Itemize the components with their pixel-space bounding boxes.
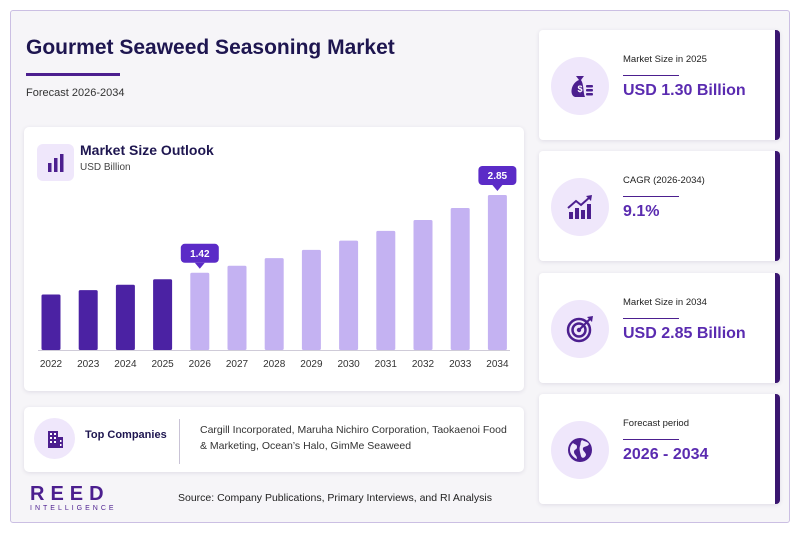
growth-chart-icon bbox=[551, 178, 609, 236]
x-tick-2024: 2024 bbox=[114, 359, 137, 370]
stat-divider bbox=[623, 318, 679, 319]
svg-text:1.42: 1.42 bbox=[190, 249, 210, 260]
logo-wordmark: REED bbox=[30, 483, 110, 505]
chart-panel: 2022 2023 2024 2025 2026 2027 2028 2029 2030 2031… bbox=[24, 127, 524, 391]
stat-divider bbox=[623, 439, 679, 440]
stat-label: Market Size in 2025 bbox=[623, 54, 707, 65]
x-tick-2026: 2026 bbox=[189, 359, 212, 370]
x-tick-2030: 2030 bbox=[337, 359, 360, 370]
stat-value: USD 1.30 Billion bbox=[623, 82, 746, 99]
page-title: Gourmet Seaweed Seasoning Market bbox=[26, 36, 395, 59]
bar-2027 bbox=[227, 265, 247, 350]
stat-card-cagr: CAGR (2026-2034) 9.1% bbox=[539, 151, 780, 261]
stat-value: 2026 - 2034 bbox=[623, 446, 709, 463]
svg-text:$: $ bbox=[578, 84, 583, 94]
page-subtitle: Forecast 2026-2034 bbox=[26, 87, 125, 99]
title-underline bbox=[26, 73, 120, 76]
target-icon bbox=[551, 300, 609, 358]
globe-icon bbox=[551, 421, 609, 479]
stat-label: Forecast period bbox=[623, 418, 690, 429]
companies-panel: Top Companies Cargill Incorporated, Maru… bbox=[24, 407, 524, 472]
x-tick-2025: 2025 bbox=[151, 359, 174, 370]
companies-list: Cargill Incorporated, Maruha Nichiro Cor… bbox=[200, 424, 507, 452]
x-tick-2027: 2027 bbox=[226, 359, 249, 370]
bar-2024 bbox=[115, 284, 135, 350]
x-tick-2022: 2022 bbox=[40, 359, 63, 370]
bar-2022 bbox=[41, 294, 61, 350]
source-note: Source: Company Publications, Primary In… bbox=[178, 492, 492, 504]
callout-2026: 1.42 bbox=[180, 243, 219, 269]
stat-card-forecast-period: Forecast period 2026 - 2034 bbox=[539, 394, 780, 504]
stat-divider bbox=[623, 196, 679, 197]
stat-divider bbox=[623, 75, 679, 76]
bar-2025 bbox=[153, 279, 173, 350]
bar-2031 bbox=[376, 230, 396, 350]
bar-2033 bbox=[450, 208, 470, 350]
bar-2034 bbox=[487, 195, 507, 350]
x-tick-2028: 2028 bbox=[263, 359, 286, 370]
stat-label: Market Size in 2034 bbox=[623, 297, 707, 308]
chart-title: Market Size Outlook bbox=[80, 142, 214, 158]
stat-card-market-2025: $ Market Size in 2025 USD 1.30 Billion bbox=[539, 30, 780, 140]
callout-2034: 2.85 bbox=[478, 166, 517, 191]
bar-2030 bbox=[339, 240, 359, 350]
stat-label: CAGR (2026-2034) bbox=[623, 175, 705, 186]
bar-2032 bbox=[413, 220, 433, 350]
x-tick-2033: 2033 bbox=[449, 359, 472, 370]
bar-2023 bbox=[78, 290, 98, 350]
stat-value: 9.1% bbox=[623, 203, 660, 220]
companies-label: Top Companies bbox=[85, 429, 167, 441]
x-tick-2032: 2032 bbox=[412, 359, 435, 370]
companies-divider bbox=[179, 419, 180, 464]
stat-card-market-2034: Market Size in 2034 USD 2.85 Billion bbox=[539, 273, 780, 383]
x-tick-2023: 2023 bbox=[77, 359, 100, 370]
stat-value: USD 2.85 Billion bbox=[623, 325, 746, 342]
logo-tagline: INTELLIGENCE bbox=[30, 505, 117, 512]
brand-logo: REED INTELLIGENCE bbox=[30, 484, 117, 512]
x-tick-2031: 2031 bbox=[375, 359, 398, 370]
svg-text:2.85: 2.85 bbox=[488, 171, 508, 182]
bar-2026 bbox=[190, 272, 210, 350]
bar-2028 bbox=[264, 258, 284, 350]
x-tick-2034: 2034 bbox=[486, 359, 509, 370]
x-tick-2029: 2029 bbox=[300, 359, 323, 370]
building-icon bbox=[34, 418, 75, 459]
bar-chart: 2022 2023 2024 2025 2026 2027 2028 2029 2030 2031… bbox=[38, 166, 517, 370]
bar-chart-icon bbox=[37, 144, 74, 181]
bar-2029 bbox=[301, 249, 321, 350]
chart-unit: USD Billion bbox=[80, 162, 131, 173]
money-bag-icon: $ bbox=[551, 57, 609, 115]
